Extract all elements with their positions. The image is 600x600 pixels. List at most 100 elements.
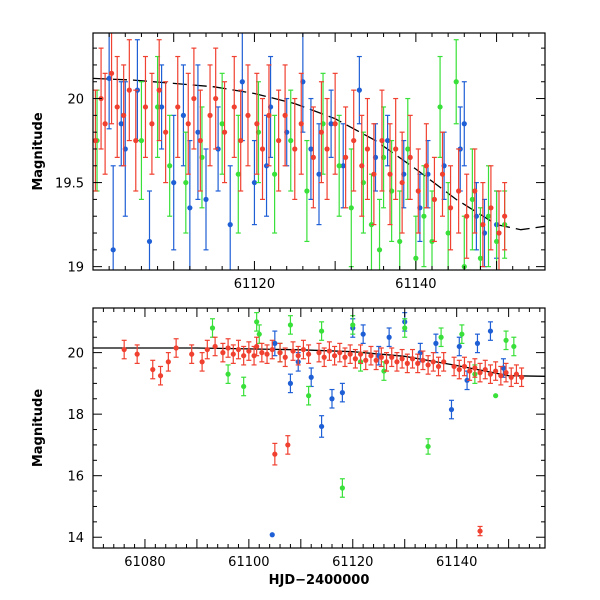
data-point [488,205,494,211]
data-point [477,528,483,534]
data-point [439,171,446,177]
data-point [435,363,442,370]
y-tick-label: 20 [67,93,84,108]
data-point [108,70,115,76]
data-point [350,322,356,328]
data-point [385,137,391,144]
data-point [469,196,475,203]
data-point [241,353,247,359]
x-tick-label: 61140 [395,277,436,292]
data-point [493,393,499,399]
data-point [163,129,169,135]
data-point [477,255,484,261]
data-point [118,121,124,127]
data-point [474,340,481,346]
data-point [433,340,439,346]
data-point [343,154,349,160]
data-point [363,357,369,363]
data-point [337,350,343,356]
data-point [306,351,312,357]
data-point [498,373,504,379]
data-point [245,112,251,118]
plot-area [93,312,545,538]
data-point [266,112,272,118]
data-point [106,75,112,81]
data-point [195,129,201,135]
data-point [464,213,470,219]
data-point [171,179,177,186]
data-point [251,353,257,359]
x-tick-label: 61120 [234,277,275,292]
data-point [441,359,447,365]
bottom-panel: 61080 61100 61120 61140 14 16 18 20 Magnitude HJD… [31,307,546,588]
data-point [189,351,195,357]
y-tick-label: 19 [67,261,84,276]
data-point [496,230,502,236]
data-point [329,396,335,402]
data-point [456,366,462,373]
y-tick-label: 19.5 [55,177,84,192]
data-point [431,196,438,203]
x-axis-label: HJD−2400000 [269,573,370,588]
data-point [461,363,468,370]
data-point [219,121,225,127]
data-point [364,146,371,152]
data-point [121,346,127,353]
data-point [394,359,400,365]
data-point [220,350,226,356]
data-point [159,104,165,110]
y-tick-label: 14 [67,531,84,546]
data-point [150,366,156,373]
data-point [183,179,189,186]
data-point [318,423,325,430]
data-point [282,112,288,118]
data-point [331,353,338,359]
data-point [209,325,216,331]
data-point [180,112,186,118]
data-point [287,380,294,386]
data-point [472,365,478,371]
data-point [389,354,395,360]
x-tick-label: 61080 [124,555,165,570]
data-point [387,171,393,177]
data-point [157,373,164,379]
data-point [225,345,231,351]
data-point [464,377,470,383]
data-point [110,247,116,253]
data-point [288,137,294,144]
data-point [342,354,348,360]
data-point [513,371,520,377]
data-point [134,351,140,357]
data-point [146,238,153,245]
data-point [175,104,181,110]
data-point [308,374,314,380]
data-point [508,374,514,380]
data-point [461,121,467,127]
data-point [493,238,500,245]
data-point [357,351,364,357]
ticks [92,33,546,270]
data-point [241,383,247,390]
data-point [407,154,413,160]
data-point [502,213,508,219]
data-point [235,346,242,353]
data-point [480,222,486,228]
data-point [339,485,345,491]
data-point [339,390,345,396]
data-point [487,328,494,334]
data-point [225,371,231,377]
data-point [269,532,275,538]
data-point [114,104,120,110]
plot-area [93,33,545,270]
data-point [246,348,252,354]
data-point [438,334,444,340]
data-point [503,337,509,343]
data-point [472,188,478,194]
data-point [456,188,462,194]
data-point [477,370,483,376]
data-point [326,348,332,354]
series-2 [121,336,525,537]
data-point [405,146,411,152]
data-point [467,368,473,374]
